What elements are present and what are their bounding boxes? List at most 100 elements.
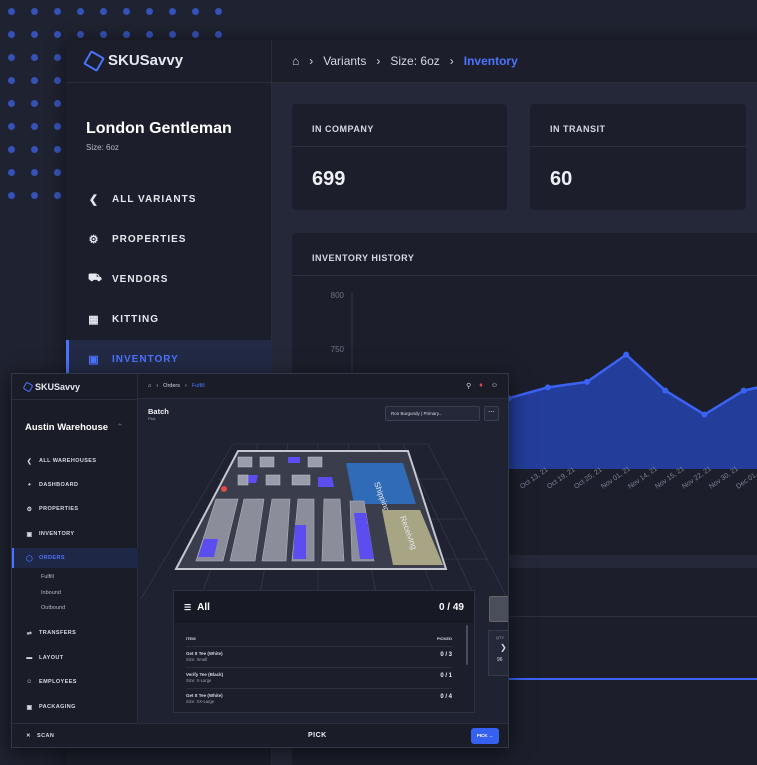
dot [100, 8, 107, 15]
nav-all-variants[interactable]: ❮ ALL VARIANTS [88, 193, 197, 206]
warehouse-sidebar: SKUSavvy Austin Warehouse ⌃ ❮ ALL WAREHO… [12, 374, 138, 747]
product-title: London Gentleman [86, 120, 232, 137]
dot [54, 169, 61, 176]
card-label: INVENTORY HISTORY [312, 253, 415, 263]
more-icon[interactable]: ⋯ [484, 406, 499, 421]
grid-icon: ▦ [88, 313, 100, 326]
person-icon: ☺ [26, 679, 33, 685]
next-item-card[interactable]: QTY 96 [488, 630, 508, 676]
list-item[interactable]: Get It Tee (White) Size: Small 0 / 3 [186, 646, 452, 666]
scan-button[interactable]: ✕ SCAN [26, 733, 55, 739]
dot [31, 146, 38, 153]
pick-list-panel: ☰ All 0 / 49 ITEM PICKED Get It Tee (Whi… [173, 590, 475, 713]
chevron-right-icon[interactable]: ❯ [500, 643, 507, 652]
nav-transfers[interactable]: ⇌ TRANSFERS [26, 630, 77, 637]
dot [8, 8, 15, 15]
dashboard-icon: ◕ [27, 482, 32, 488]
brand-logo[interactable]: SKUSavvy [83, 49, 183, 72]
nav-inventory[interactable]: ▣ INVENTORY [26, 531, 75, 538]
breadcrumb-variants[interactable]: Variants [323, 54, 367, 68]
home-icon[interactable]: ⌂ [148, 383, 152, 389]
bell-icon[interactable]: ♦ [479, 382, 483, 389]
x-tick-label: Nov 01, 21 [600, 465, 632, 490]
dot [169, 31, 176, 38]
nav-all-warehouses[interactable]: ❮ ALL WAREHOUSES [26, 458, 97, 465]
search-icon[interactable]: ⚲ [466, 383, 472, 390]
dot [31, 77, 38, 84]
nav-sub-outbound[interactable]: Outbound [41, 605, 66, 611]
list-item[interactable]: Verify Tee (Black) Size: X-Large 0 / 1 [186, 667, 452, 687]
gear-icon: ⚙ [88, 233, 100, 246]
column-header-item: ITEM [186, 636, 196, 641]
nav-orders[interactable]: ◯ ORDERS [12, 548, 138, 568]
nav-kitting[interactable]: ▦ KITTING [88, 313, 159, 326]
user-select[interactable]: Ron Burgundy | Primary... [385, 406, 480, 421]
dot [77, 8, 84, 15]
list-item[interactable]: Get It Tee (White) Size: XX-Large 0 / 4 [186, 688, 452, 708]
brand-logo[interactable]: SKUSavvy [22, 381, 80, 393]
nav-dashboard[interactable]: ◕ DASHBOARD [27, 482, 79, 488]
truck-icon: ⛟ [88, 272, 103, 284]
breadcrumb: ⌂ › Variants › Size: 6oz › Inventory [272, 40, 757, 83]
dot [8, 54, 15, 61]
dot [8, 192, 15, 199]
dot [31, 123, 38, 130]
x-tick-label: Oct 13, 21 [519, 466, 550, 490]
home-icon[interactable]: ⌂ [292, 54, 300, 68]
dot [192, 31, 199, 38]
data-point[interactable] [584, 378, 590, 385]
nav-inventory[interactable]: ▣ INVENTORY [66, 340, 272, 378]
nav-layout[interactable]: ▬ LAYOUT [26, 655, 64, 661]
breadcrumb-orders[interactable]: Orders [163, 383, 180, 389]
dot [31, 169, 38, 176]
scrollbar[interactable] [466, 625, 468, 665]
data-point[interactable] [740, 387, 747, 394]
dot [8, 31, 15, 38]
orders-icon: ◯ [26, 555, 34, 562]
data-point[interactable] [623, 351, 630, 358]
dot [31, 54, 38, 61]
warehouse-3d-map[interactable]: Shipping Receiving [138, 429, 509, 599]
data-point[interactable] [544, 384, 551, 391]
pick-button[interactable]: PICK → [471, 728, 499, 744]
batch-title: Batch [148, 407, 169, 416]
data-point[interactable] [662, 387, 669, 394]
nav-sub-inbound[interactable]: Inbound [41, 590, 61, 596]
cube-logo-icon [83, 49, 105, 72]
nav-properties[interactable]: ⚙ PROPERTIES [88, 233, 187, 246]
layout-icon: ▬ [26, 655, 33, 661]
card-label: IN TRANSIT [550, 124, 606, 134]
gear-icon: ⚙ [26, 506, 33, 513]
dot [8, 100, 15, 107]
chevron-up-icon[interactable]: ⌃ [116, 422, 124, 432]
dot [54, 146, 61, 153]
x-tick-label: Oct 19, 21 [546, 466, 577, 490]
dot [146, 8, 153, 15]
dot [54, 31, 61, 38]
in-transit-card: IN TRANSIT 60 [530, 104, 746, 210]
nav-vendors[interactable]: ⛟ VENDORS [88, 272, 169, 285]
nav-employees[interactable]: ☺ EMPLOYEES [26, 679, 77, 685]
dot [54, 77, 61, 84]
warehouse-name[interactable]: Austin Warehouse [25, 422, 109, 433]
dot [54, 8, 61, 15]
pick-label: PICK [308, 732, 327, 739]
nav-properties[interactable]: ⚙ PROPERTIES [26, 506, 79, 513]
breadcrumb-size[interactable]: Size: 6oz [390, 54, 440, 68]
user-icon[interactable]: ☺ [490, 382, 498, 389]
dot [54, 123, 61, 130]
x-tick-label: Nov 22, 21 [681, 465, 713, 490]
card-value: 60 [550, 168, 573, 190]
nav-sub-fulfill[interactable]: Fulfill [41, 574, 54, 580]
x-tick-label: Nov 30, 21 [708, 465, 740, 490]
chevron-left-icon: ❮ [26, 458, 33, 465]
dot [8, 77, 15, 84]
in-company-card: IN COMPANY 699 [292, 104, 507, 210]
batch-subtitle: Pick [148, 416, 156, 421]
nav-packaging[interactable]: ▣ PACKAGING [26, 704, 76, 711]
data-point[interactable] [701, 411, 708, 418]
filter-icon[interactable]: ☰ [184, 602, 192, 612]
list-title: All [197, 601, 210, 613]
product-subtitle: Size: 6oz [86, 143, 119, 152]
dot [31, 192, 38, 199]
